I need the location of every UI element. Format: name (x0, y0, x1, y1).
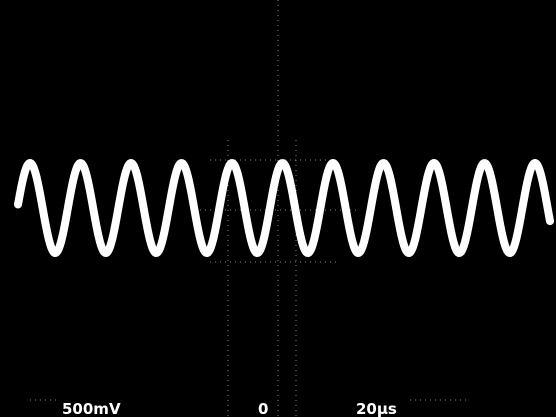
waveform (14, 159, 554, 257)
trigger-level: 0 (258, 400, 268, 417)
volts-per-div: 500mV (62, 400, 121, 417)
time-per-div: 20µs (356, 400, 397, 417)
graticule (30, 0, 470, 417)
